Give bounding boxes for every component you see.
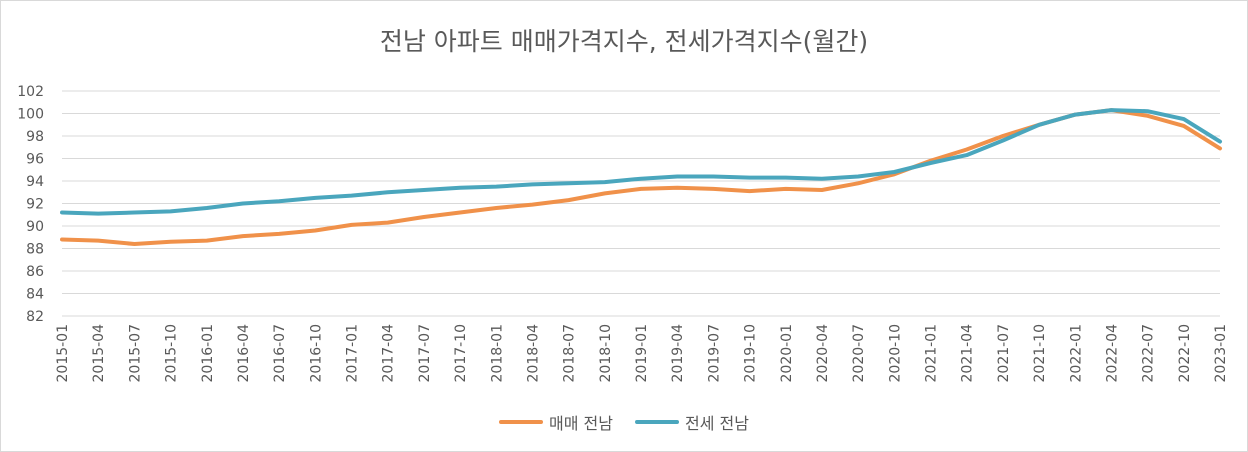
legend: 매매 전남 전세 전남: [0, 410, 1248, 434]
y-axis-ticks: 82 84 86 88 90 92 94 96 98 100 102: [17, 84, 44, 325]
x-tick-label: 2021-01: [924, 324, 940, 383]
legend-label-sale: 매매 전남: [549, 414, 613, 433]
y-tick-label: 90: [26, 219, 44, 235]
x-tick-label: 2022-01: [1068, 324, 1084, 383]
x-tick-label: 2019-01: [634, 324, 650, 383]
x-tick-label: 2015-01: [55, 324, 71, 383]
x-tick-label: 2017-10: [453, 324, 469, 383]
y-tick-label: 92: [26, 197, 44, 213]
y-tick-label: 88: [26, 242, 44, 258]
y-tick-label: 100: [17, 107, 44, 123]
chart-title: 전남 아파트 매매가격지수, 전세가격지수(월간): [379, 27, 869, 56]
x-tick-label: 2017-01: [345, 324, 361, 383]
x-tick-label: 2020-04: [815, 324, 831, 383]
x-tick-label: 2015-10: [164, 324, 180, 383]
x-tick-label: 2021-10: [1032, 324, 1048, 383]
legend-item-jeonse: 전세 전남: [635, 410, 749, 434]
x-tick-label: 2016-07: [272, 324, 288, 383]
x-tick-label: 2020-10: [887, 324, 903, 383]
legend-label-jeonse: 전세 전남: [685, 414, 749, 433]
y-tick-label: 96: [26, 152, 44, 168]
x-tick-label: 2022-10: [1177, 324, 1193, 383]
x-tick-label: 2020-07: [851, 324, 867, 383]
x-tick-label: 2016-04: [236, 324, 252, 383]
legend-item-sale: 매매 전남: [499, 410, 613, 434]
y-tick-label: 94: [26, 174, 44, 190]
y-tick-label: 82: [26, 309, 44, 325]
x-tick-label: 2017-07: [417, 324, 433, 383]
y-tick-label: 98: [26, 129, 44, 145]
y-tick-label: 102: [17, 84, 44, 100]
x-tick-label: 2021-04: [960, 324, 976, 383]
x-tick-label: 2016-10: [308, 324, 324, 383]
series-line-jeonse: [60, 108, 1222, 216]
x-axis-ticks: 2015-01 2015-04 2015-07 2015-10 2016-01 2016-…: [55, 324, 1229, 383]
y-tick-label: 86: [26, 264, 44, 280]
x-tick-label: 2019-04: [670, 324, 686, 383]
x-tick-label: 2015-04: [91, 324, 107, 383]
legend-swatch-sale: [499, 420, 544, 424]
x-tick-label: 2015-07: [127, 324, 143, 383]
x-tick-label: 2021-07: [996, 324, 1012, 383]
x-tick-label: 2019-07: [706, 324, 722, 383]
x-tick-label: 2020-01: [779, 324, 795, 383]
x-tick-label: 2023-01: [1213, 324, 1229, 383]
x-tick-label: 2018-10: [598, 324, 614, 383]
y-tick-label: 84: [26, 287, 44, 303]
x-tick-label: 2017-04: [381, 324, 397, 383]
x-tick-label: 2022-04: [1104, 324, 1120, 383]
x-tick-label: 2022-07: [1141, 324, 1157, 383]
x-tick-label: 2018-04: [525, 324, 541, 383]
legend-swatch-jeonse: [635, 420, 679, 424]
x-tick-label: 2019-10: [743, 324, 759, 383]
series-lines: [60, 108, 1222, 246]
x-tick-label: 2016-01: [200, 324, 216, 383]
x-tick-label: 2018-07: [562, 324, 578, 383]
x-tick-label: 2018-01: [489, 324, 505, 383]
